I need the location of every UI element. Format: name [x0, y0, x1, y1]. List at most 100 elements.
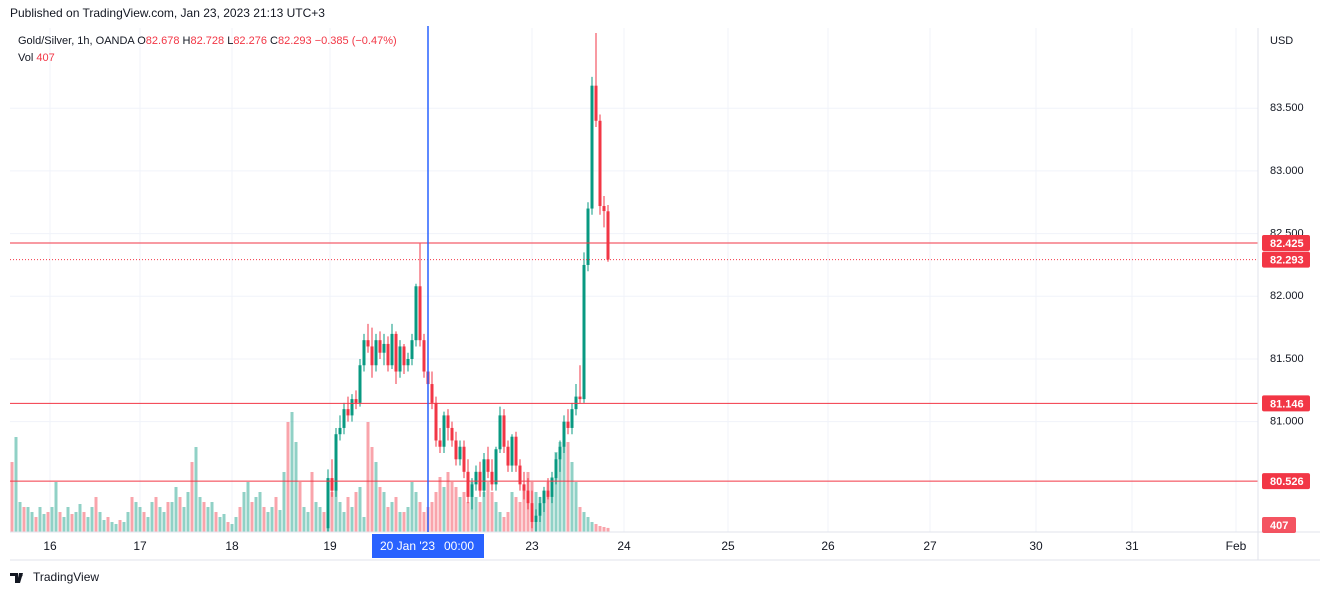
- volume-bar: [286, 422, 290, 532]
- candle-body: [498, 415, 502, 450]
- crosshair-date: 20 Jan '23: [380, 539, 435, 553]
- candle-body: [562, 421, 566, 447]
- volume-bar: [566, 442, 570, 532]
- volume-bar: [338, 502, 342, 532]
- volume-bar: [18, 502, 22, 532]
- candle-body: [402, 346, 406, 366]
- candle-body: [586, 208, 590, 265]
- price-label: 80.526: [1270, 476, 1304, 488]
- candle-body: [358, 365, 362, 403]
- volume-bar: [398, 512, 402, 532]
- volume-bar: [454, 487, 458, 532]
- candle-body: [526, 490, 530, 504]
- volume-bar: [382, 492, 386, 532]
- volume-bar: [502, 517, 506, 532]
- candle-body: [366, 340, 370, 347]
- volume-bar: [106, 517, 110, 532]
- candle-body: [354, 399, 358, 403]
- candle-body: [530, 503, 534, 522]
- price-label-box: [1262, 395, 1310, 412]
- volume-bar: [270, 507, 274, 532]
- volume-bar: [86, 517, 90, 532]
- h-value: 82.728: [190, 35, 224, 47]
- volume-bar: [46, 512, 50, 532]
- volume-bar: [274, 497, 278, 532]
- candle-body: [582, 264, 586, 400]
- volume-bar: [330, 492, 334, 532]
- y-tick-label: 82.000: [1270, 290, 1304, 302]
- volume-bar: [314, 502, 318, 532]
- volume-bar: [82, 512, 86, 532]
- o-value: 82.678: [146, 35, 180, 47]
- candle-body: [338, 427, 342, 435]
- volume-bar: [506, 512, 510, 532]
- volume-bar: [62, 517, 66, 532]
- volume-bar: [262, 507, 266, 532]
- volume-bar: [418, 502, 422, 532]
- volume-bar: [482, 492, 486, 532]
- volume-bar: [230, 524, 234, 532]
- volume-bar: [234, 517, 238, 532]
- x-tick-label: 31: [1125, 539, 1139, 553]
- volume-bar: [518, 502, 522, 532]
- price-label-box: [1262, 251, 1310, 268]
- volume-bar: [478, 502, 482, 532]
- volume-bar: [154, 497, 158, 532]
- candle-body: [462, 446, 466, 472]
- volume-bar: [550, 477, 554, 532]
- last-price-label: 82.293: [1270, 254, 1304, 266]
- volume-bar: [374, 462, 378, 532]
- candle-body: [330, 478, 334, 491]
- volume-bar: [54, 482, 58, 532]
- y-tick-label: 83.500: [1270, 102, 1304, 114]
- x-tick-label: 17: [133, 539, 147, 553]
- volume-bar: [450, 482, 454, 532]
- volume-bar: [554, 452, 558, 532]
- volume-bar: [598, 526, 602, 532]
- volume-bar: [210, 502, 214, 532]
- candle-body: [466, 471, 470, 497]
- volume-bar: [354, 492, 358, 532]
- candle-body: [566, 421, 570, 428]
- volume-bar: [42, 514, 46, 532]
- volume-bar: [494, 502, 498, 532]
- volume-bar: [514, 497, 518, 532]
- volume-bar: [422, 512, 426, 532]
- volume-bar: [102, 520, 106, 532]
- volume-bar: [302, 507, 306, 532]
- volume-bar: [122, 522, 126, 532]
- volume-bar: [390, 502, 394, 532]
- crosshair-label-box: [372, 534, 484, 558]
- candle-body: [518, 465, 522, 485]
- x-tick-label: 16: [43, 539, 57, 553]
- price-label: 82.425: [1270, 238, 1304, 250]
- candle-body: [578, 396, 582, 400]
- candle-body: [342, 409, 346, 428]
- volume-bar: [246, 482, 250, 532]
- y-tick-label: 83.000: [1270, 165, 1304, 177]
- price-label-box: [1262, 235, 1310, 252]
- candle-body: [554, 459, 558, 479]
- x-tick-label: 26: [821, 539, 835, 553]
- h-label: H: [183, 35, 191, 47]
- volume-bar: [186, 492, 190, 532]
- volume-bar: [582, 512, 586, 532]
- candle-body: [326, 478, 330, 529]
- volume-label: 407: [1270, 520, 1288, 532]
- volume-bar: [342, 512, 346, 532]
- volume-bar: [590, 522, 594, 532]
- candle-body: [534, 515, 538, 522]
- price-label: 81.146: [1270, 398, 1304, 410]
- l-label: L: [227, 35, 233, 47]
- volume-bar: [58, 512, 62, 532]
- candle-body: [370, 346, 374, 366]
- volume-bar: [462, 492, 466, 532]
- candle-body: [334, 434, 338, 491]
- x-tick-label: 25: [721, 539, 735, 553]
- candle-body: [574, 396, 578, 410]
- volume-bar: [34, 517, 38, 532]
- volume-bar: [242, 492, 246, 532]
- volume-bar: [402, 512, 406, 532]
- candle-body: [570, 409, 574, 428]
- volume-bar: [578, 507, 582, 532]
